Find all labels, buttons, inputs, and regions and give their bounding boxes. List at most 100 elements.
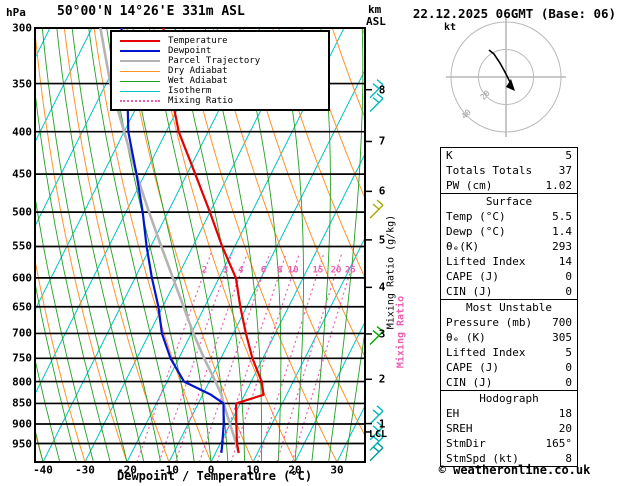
table-row-label: θₑ (K) xyxy=(446,331,486,344)
pressure-tick-label: 400 xyxy=(12,125,32,139)
mixing-ratio-tick-label: 20 xyxy=(330,265,342,276)
table-row-label: θₑ(K) xyxy=(446,240,480,253)
legend-line-sample xyxy=(120,60,160,62)
pressure-tick-label: 850 xyxy=(12,396,32,410)
table-row-value: 37 xyxy=(558,164,572,177)
sounding-curves xyxy=(99,28,265,454)
legend-item-label: Dry Adiabat xyxy=(168,66,228,76)
temperature-tick-label: 20 xyxy=(288,463,302,477)
table-section-header: Hodograph xyxy=(479,392,539,405)
table-row: StmSpd (kt) 8 xyxy=(441,451,577,466)
isotherm-line xyxy=(252,236,365,462)
dewpoint-curve xyxy=(120,28,225,454)
temperature-curve xyxy=(162,28,265,454)
temperature-tick-label: 0 xyxy=(207,463,215,477)
table-row-label: CIN (J) xyxy=(446,285,493,298)
mixing-ratio-tick-label: 6 xyxy=(260,265,267,276)
table-row-value: 5.5 xyxy=(552,210,572,223)
table-row-value: 5 xyxy=(565,149,572,162)
table-row-value: 14 xyxy=(558,255,572,268)
table-row-label: CIN (J) xyxy=(446,376,493,389)
isotherm-line xyxy=(168,68,365,462)
legend-item-label: Mixing Ratio xyxy=(168,96,234,106)
isotherm-line xyxy=(35,28,135,228)
table-row-label: StmSpd (kt) xyxy=(446,452,519,465)
table-row-value: 293 xyxy=(552,240,572,253)
temperature-tick-label: -20 xyxy=(117,463,137,477)
mixing-ratio-tick-label: 2 xyxy=(201,265,208,276)
table-row-value: 165° xyxy=(545,437,573,450)
km-tick-label: 5 xyxy=(378,233,386,247)
altitude-axis-unit-asl: ASL xyxy=(366,15,386,28)
pressure-axis-unit: hPa xyxy=(6,6,26,19)
table-row: Pressure (mb) 700 xyxy=(441,315,577,330)
km-tick-label: 1 xyxy=(378,417,386,431)
table-row: CAPE (J) 0 xyxy=(441,360,577,375)
wind-barb xyxy=(369,79,384,99)
temperature-tick-label: -10 xyxy=(159,463,179,477)
wind-barb xyxy=(369,93,384,113)
table-section: Surface Temp (°C) 5.5 Dewp (°C) 1.4 θₑ(K) 293 L… xyxy=(441,193,577,299)
table-row-label: Lifted Index xyxy=(446,346,526,359)
km-tick-label: 7 xyxy=(378,134,386,148)
temperature-axis-label: Dewpoint / Temperature (°C) xyxy=(117,469,313,483)
pressure-tick-label: 500 xyxy=(12,205,32,219)
pressure-tick-label: 300 xyxy=(12,21,32,35)
table-section: Most Unstable Pressure (mb) 700 θₑ (K) 305 Li… xyxy=(441,299,577,390)
mixing-ratio-tick-label: 15 xyxy=(312,265,324,276)
table-row: SREH 20 xyxy=(441,421,577,436)
table-row: Totals Totals 37 xyxy=(441,163,577,178)
table-row-label: SREH xyxy=(446,422,473,435)
wind-barb xyxy=(369,405,384,425)
legend-item-label: Isotherm xyxy=(168,86,212,96)
mixing-ratio-tick-label: 3 xyxy=(222,265,229,276)
isotherm-line xyxy=(0,28,8,462)
wet-adiabat-line xyxy=(35,357,61,462)
table-row: Temp (°C) 5.5 xyxy=(441,209,577,224)
table-row-label: Dewp (°C) xyxy=(446,225,506,238)
hodograph-trace-arrow xyxy=(506,79,515,91)
pressure-tick-label: 900 xyxy=(12,417,32,431)
dry-adiabat-line xyxy=(272,28,365,279)
datetime-title: 22.12.2025 06GMT (Base: 06) xyxy=(412,6,617,21)
table-row-value: 20 xyxy=(558,422,572,435)
mixing-ratio-tick-label: 25 xyxy=(345,265,356,276)
wet-adiabat-line xyxy=(344,327,365,462)
table-row-label: Totals Totals xyxy=(446,164,533,177)
table-row-value: 18 xyxy=(558,407,572,420)
table-row: EH 18 xyxy=(441,406,577,421)
table-row: StmDir 165° xyxy=(441,436,577,451)
table-row-value: 1.4 xyxy=(552,225,572,238)
table-row: CAPE (J) 0 xyxy=(441,269,577,284)
km-tick-label: 6 xyxy=(378,184,386,198)
table-row-label: EH xyxy=(446,407,460,420)
table-row-label: PW (cm) xyxy=(446,179,493,192)
km-tick-label: 8 xyxy=(378,83,386,97)
mixing-ratio-inline-label: Mixing Ratio xyxy=(395,295,407,369)
indices-table: K 5 Totals Totals 37 PW (cm) 1.02 Surface Temp … xyxy=(440,147,578,467)
wind-barbs xyxy=(369,79,384,462)
legend-item: Wet Adiabat xyxy=(120,76,324,86)
table-row-value: 0 xyxy=(565,270,572,283)
table-row: Lifted Index 14 xyxy=(441,254,577,269)
table-row-value: 8 xyxy=(565,452,572,465)
pressure-tick-label: 650 xyxy=(12,300,32,314)
lcl-label: LCL xyxy=(369,428,388,440)
pressure-tick-label: 800 xyxy=(12,375,32,389)
legend-line-sample xyxy=(120,100,160,102)
wet-adiabat-line xyxy=(0,28,9,462)
table-row-label: Temp (°C) xyxy=(446,210,506,223)
pressure-tick-label: 950 xyxy=(12,437,32,450)
isotherm-line xyxy=(210,152,365,462)
legend-line-sample xyxy=(120,80,160,82)
table-row: CIN (J) 0 xyxy=(441,284,577,299)
km-tick-label: 4 xyxy=(378,280,386,294)
temperature-tick-label: -30 xyxy=(75,463,95,477)
table-row: CIN (J) 0 xyxy=(441,375,577,390)
legend-item: Parcel Trajectory xyxy=(120,56,324,66)
legend-item-label: Parcel Trajectory xyxy=(168,56,261,66)
legend-line-sample xyxy=(120,50,160,52)
pressure-tick-label: 450 xyxy=(12,167,32,181)
table-row-label: CAPE (J) xyxy=(446,361,499,374)
